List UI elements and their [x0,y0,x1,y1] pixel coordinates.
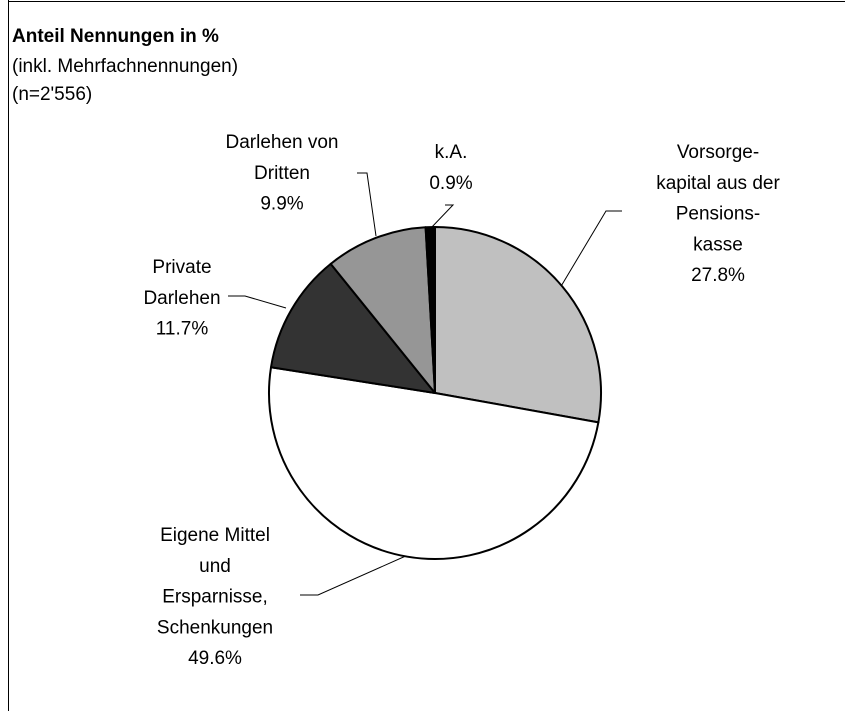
slice-value-label: 27.8% [691,265,745,286]
pie-slice [268,366,600,561]
slice-value-label: 11.7% [156,319,209,340]
chart-subtitle: (n=2'556) [12,84,92,105]
slice-value-label: 0.9% [429,173,472,194]
pie-slice [424,226,436,394]
slice-label: Vorsorge-kapital aus der Pensions-kasse [656,142,780,255]
slices [268,226,602,561]
slice-value-label: 49.6% [188,648,242,669]
pie-slice [434,226,602,424]
leader-lines [228,172,622,596]
slice-label: k.A. [435,142,468,163]
pie-slice [270,262,436,394]
slice-value-label: 9.9% [260,194,303,215]
chart-subtitle: (inkl. Mehrfachnennungen) [12,56,238,77]
slice-label: Darlehen von Dritten [225,132,338,184]
slice-label: Private Darlehen [143,257,220,309]
slice-label: Eigene Mittel und Ersparnisse, Schenkungen [157,525,273,638]
pie-slice [329,226,436,394]
chart-title: Anteil Nennungen in % [12,26,219,47]
